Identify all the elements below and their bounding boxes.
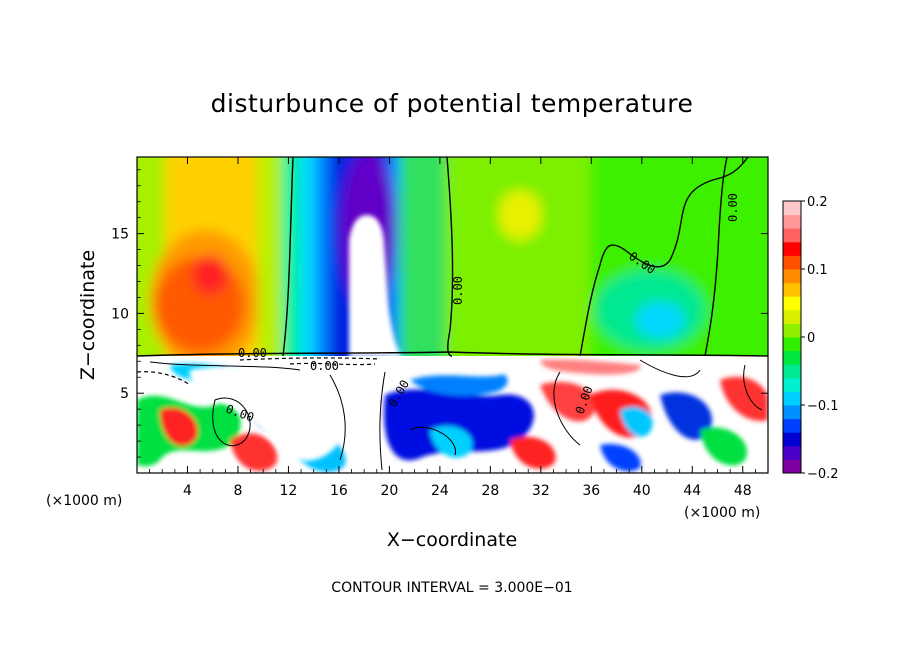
negative-contours [137, 357, 381, 386]
colorbar-swatch [783, 445, 801, 460]
x-tick-label: 48 [734, 483, 752, 499]
blob-12 [620, 406, 653, 437]
colorbar-label: −0.1 [807, 399, 839, 414]
y-axis-label: Z−coordinate [77, 250, 99, 380]
contour-lower-8 [409, 426, 456, 456]
x-tick-label: 12 [280, 483, 298, 499]
blob-6 [384, 389, 534, 461]
x-tick-label: 16 [330, 483, 348, 499]
colorbar-swatch [783, 405, 801, 420]
colorbar-label: 0.1 [807, 263, 828, 278]
y-tick-label: 10 [111, 306, 129, 322]
colorbar-swatch [783, 282, 801, 297]
contour-right [579, 157, 749, 357]
contour-label: 0.00 [726, 193, 740, 222]
dashed-contour-1 [239, 357, 381, 361]
contour-label: 0.00 [310, 359, 339, 373]
right-transition [400, 157, 448, 370]
blob-16 [600, 444, 641, 472]
colorbar-swatch [783, 418, 801, 433]
x-tick-label: 4 [183, 483, 192, 499]
x-unit-left: (×1000 m) [46, 493, 122, 509]
colorbar: 0.2 0.1 0 −0.1 −0.2 [782, 195, 839, 482]
contour-interval-note: CONTOUR INTERVAL = 3.000E−01 [331, 580, 572, 596]
lower-white-plume [189, 365, 346, 461]
contour-lower-7 [743, 364, 763, 411]
x-axis-label: X−coordinate [387, 529, 517, 551]
colorbar-swatch [783, 228, 801, 243]
warm-core [192, 255, 228, 295]
contour-label: 0.00 [238, 346, 267, 360]
blob-8 [430, 425, 473, 458]
colorbar-swatch [783, 364, 801, 379]
x-tick-label: 24 [431, 483, 449, 499]
colorbar-swatch [783, 459, 801, 474]
x-axis-ticks: 4 8 12 16 20 24 28 32 36 40 44 48 [149, 157, 756, 499]
colorbar-swatch [783, 255, 801, 270]
x-tick-label: 8 [233, 483, 242, 499]
contour-label: 0.00 [451, 276, 465, 305]
contour-lower-6 [639, 359, 701, 378]
colorbar-swatch [783, 391, 801, 406]
blob-7 [410, 374, 508, 396]
colorbar-label: −0.2 [807, 467, 839, 482]
blob-2 [160, 407, 198, 446]
x-tick-label: 32 [532, 483, 550, 499]
colorbar-swatch [783, 350, 801, 365]
colorbar-swatch [783, 214, 801, 229]
y-tick-label: 15 [111, 227, 129, 243]
x-unit-right: (×1000 m) [684, 505, 760, 521]
white-column [349, 215, 402, 357]
blob-14 [700, 427, 747, 466]
dashed-contour-2 [289, 362, 376, 366]
contour-interface [137, 351, 768, 357]
y-axis-ticks: 5 10 15 [111, 169, 768, 458]
x-tick-label: 36 [582, 483, 600, 499]
heatmap-field [137, 157, 768, 473]
x-tick-label: 20 [380, 483, 398, 499]
cool-pool-core [635, 302, 685, 338]
blob-15 [720, 376, 768, 421]
colorbar-swatch [783, 241, 801, 256]
contour-lower-5 [553, 371, 581, 446]
dashed-contour-3 [137, 371, 191, 386]
colorbar-swatch [783, 432, 801, 447]
contour-lower-3 [329, 374, 346, 461]
blob-18 [540, 359, 641, 375]
colorbar-label: 0 [807, 331, 815, 346]
contour-far-right [704, 157, 728, 357]
chart-title: disturbunce of potential temperature [211, 89, 694, 118]
y-tick-label: 5 [120, 386, 129, 402]
colorbar-label: 0.2 [807, 195, 828, 210]
blob-13 [660, 392, 712, 440]
colorbar-swatch [783, 337, 801, 352]
colorbar-swatch [783, 309, 801, 324]
lower-turbulent-layer [137, 356, 768, 473]
contour-left [282, 157, 294, 357]
colorbar-swatch [783, 377, 801, 392]
yellow-spot [498, 190, 542, 240]
middle-plateau [445, 157, 590, 370]
contour-lower-4 [379, 371, 386, 471]
blob-9 [510, 436, 556, 469]
transition-band [258, 157, 283, 370]
contour-lines [137, 157, 768, 471]
x-tick-label: 28 [481, 483, 499, 499]
colorbar-swatch [783, 269, 801, 284]
colorbar-swatch [783, 323, 801, 338]
contour-lower-2 [212, 397, 251, 447]
x-tick-label: 44 [683, 483, 701, 499]
colorbar-swatch [783, 296, 801, 311]
colorbar-swatch [783, 201, 801, 216]
contour-lower-1 [149, 361, 301, 371]
x-tick-label: 40 [633, 483, 651, 499]
